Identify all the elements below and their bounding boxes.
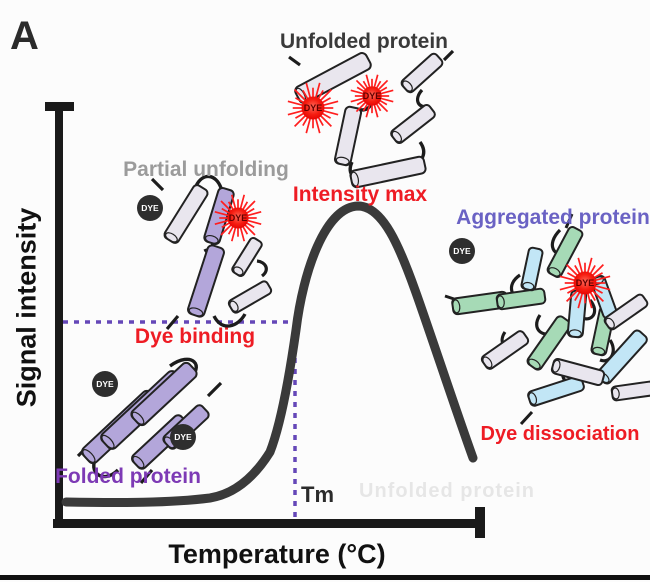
helix-cylinder (480, 330, 530, 370)
helix-cylinder (231, 236, 263, 278)
helix-cylinder (495, 287, 547, 311)
dye-circle-icon: DYE (137, 195, 163, 221)
helix-cylinder (527, 375, 585, 407)
chain-tail (564, 213, 574, 229)
aggregated-protein-cartoon (444, 213, 650, 426)
dye-glow-text: DYE (576, 278, 595, 288)
panel-label: A (10, 14, 39, 58)
chain-tail (288, 55, 301, 67)
folded-protein-label: Folded protein (55, 465, 201, 488)
tm-label: Tm (301, 482, 334, 507)
x-axis-line (53, 519, 478, 528)
bottom-border-bar (0, 575, 650, 580)
helix-cylinder (520, 246, 544, 292)
helix-cylinder (333, 105, 363, 167)
chain-tail (206, 381, 223, 398)
loop-connector (212, 313, 247, 328)
helix-cylinder (566, 289, 588, 339)
chain-tail (519, 410, 534, 426)
chain-tail (139, 468, 154, 485)
aggregated-protein-label: Aggregated protein (456, 206, 650, 229)
helix-cylinder (227, 280, 273, 314)
dye-glow-text: DYE (304, 103, 323, 113)
axes (45, 102, 485, 538)
y-axis-label: Signal intensity (11, 207, 42, 408)
ghost-text-artifact: Unfolded protein (359, 480, 535, 502)
dye-glow-text: DYE (229, 213, 248, 223)
helix-cylinder (610, 380, 650, 402)
helix-cylinder (526, 315, 572, 371)
dye-circle-icon: DYE (170, 424, 196, 450)
dye-circle-text: DYE (141, 203, 159, 213)
x-axis-end-cap (475, 507, 485, 538)
loop-connector (194, 174, 223, 189)
x-axis-label: Temperature (°C) (168, 539, 386, 569)
helix-cylinder (130, 361, 198, 427)
helix-cylinder (400, 52, 444, 94)
helix-cylinder (187, 244, 225, 318)
helix-cylinder (349, 155, 427, 189)
dye-starburst-icon: DYE (287, 82, 339, 134)
dye-circle-icon: DYE (92, 371, 118, 397)
helix-cylinder (390, 104, 436, 144)
dye-starburst-icon: DYE (214, 194, 262, 242)
chain-tail (165, 314, 180, 331)
helix-cylinder (603, 293, 649, 331)
helix-cylinder (163, 184, 209, 244)
dye-circle-icon: DYE (449, 238, 475, 264)
chain-tail (150, 177, 165, 192)
dye-starburst-icon: DYE (350, 74, 394, 118)
partial-unfolding-cartoon (150, 174, 273, 331)
dye-glow-text: DYE (363, 91, 382, 101)
partial-unfolding-label: Partial unfolding (123, 158, 289, 181)
helix-cylinder (550, 357, 606, 387)
unfolded-protein-label: Unfolded protein (280, 30, 448, 53)
helix-cylinder (546, 226, 584, 278)
dye-starburst-icon: DYE (559, 257, 611, 309)
dye-circle-text: DYE (174, 432, 192, 442)
dye-binding-label: Dye binding (134, 325, 256, 348)
dye-circle-text: DYE (96, 379, 114, 389)
intensity-max-label: Intensity max (292, 183, 428, 206)
chain-tail (442, 49, 455, 62)
dye-circle-text: DYE (453, 246, 471, 256)
loop-connector (256, 259, 268, 278)
melt-curve (61, 201, 478, 508)
unfolded-protein-cartoon (288, 49, 455, 189)
y-axis-line (55, 102, 63, 526)
dye-layer: DYE DYE DYE DYE DYE DYE DYE DYE (92, 74, 611, 450)
dye-dissociation-label: Dye dissociation (480, 423, 640, 445)
